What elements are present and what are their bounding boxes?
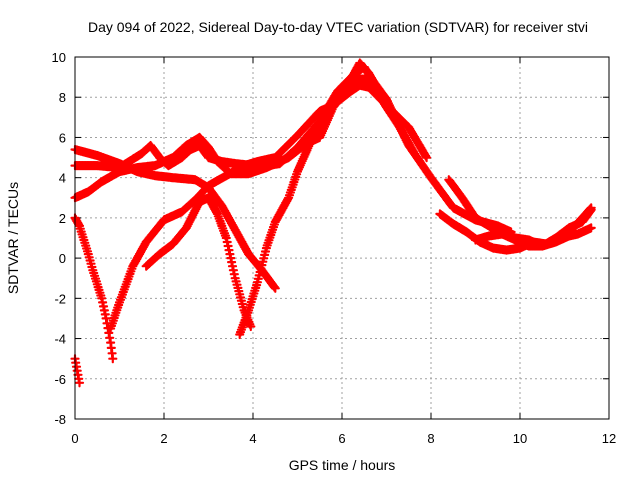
x-tick-label: 2 — [160, 431, 167, 446]
axis-ticks: 0 2 4 6 8 10 12 -8 -6 -4 -2 0 2 4 6 8 10 — [52, 50, 617, 446]
x-axis-label: GPS time / hours — [289, 457, 396, 473]
y-tick-label: 4 — [59, 171, 66, 186]
series-arc-a — [70, 354, 85, 388]
x-tick-label: 6 — [338, 431, 345, 446]
y-tick-label: -2 — [54, 291, 66, 306]
data-points — [70, 58, 596, 388]
marker-trace — [141, 193, 256, 332]
marker-trace — [106, 80, 432, 334]
y-tick-label: -6 — [54, 372, 66, 387]
y-tick-label: 8 — [59, 90, 66, 105]
x-tick-label: 0 — [71, 431, 78, 446]
series-arc-k — [470, 205, 596, 251]
x-tick-label: 10 — [513, 431, 527, 446]
marker-trace — [235, 58, 396, 340]
chart-title: Day 094 of 2022, Sidereal Day-to-day VTE… — [88, 19, 588, 35]
marker-trace — [70, 213, 118, 364]
series-arc-h — [235, 58, 396, 340]
marker-trace — [70, 74, 418, 203]
y-tick-label: 6 — [59, 130, 66, 145]
y-tick-label: -8 — [54, 412, 66, 427]
series-arc-c — [106, 80, 432, 334]
y-tick-label: 10 — [52, 50, 66, 65]
x-tick-label: 12 — [602, 431, 616, 446]
y-tick-label: -4 — [54, 332, 66, 347]
marker-trace — [70, 354, 85, 388]
y-tick-label: 0 — [59, 251, 66, 266]
series-arc-g — [141, 193, 256, 332]
marker-trace — [470, 205, 596, 251]
x-tick-label: 4 — [249, 431, 256, 446]
series-arc-b — [70, 213, 118, 364]
y-axis-label: SDTVAR / TECUs — [5, 182, 21, 294]
series-arc-f — [70, 74, 418, 203]
x-tick-label: 8 — [427, 431, 434, 446]
plot-frame — [74, 56, 610, 420]
y-tick-label: 2 — [59, 211, 66, 226]
